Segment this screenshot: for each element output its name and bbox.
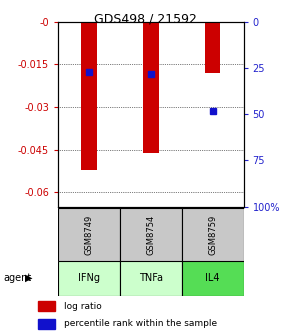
Bar bbox=[58, 261, 120, 296]
Text: IFNg: IFNg bbox=[78, 273, 100, 283]
Text: GSM8749: GSM8749 bbox=[84, 214, 93, 255]
Bar bbox=[182, 261, 244, 296]
Bar bbox=[182, 208, 244, 261]
Text: GDS498 / 21592: GDS498 / 21592 bbox=[94, 13, 196, 26]
Bar bbox=[58, 208, 120, 261]
Text: IL4: IL4 bbox=[205, 273, 220, 283]
Bar bbox=[38, 301, 55, 311]
Bar bbox=[143, 22, 159, 153]
Text: GSM8754: GSM8754 bbox=[146, 214, 155, 255]
Bar bbox=[38, 319, 55, 329]
Bar bbox=[120, 261, 182, 296]
Text: GSM8759: GSM8759 bbox=[208, 214, 217, 255]
Bar bbox=[81, 22, 97, 170]
Text: TNFa: TNFa bbox=[139, 273, 163, 283]
Text: agent: agent bbox=[3, 273, 31, 283]
Text: ▶: ▶ bbox=[25, 273, 32, 283]
Text: log ratio: log ratio bbox=[64, 302, 102, 311]
Bar bbox=[120, 208, 182, 261]
Bar bbox=[205, 22, 220, 73]
Text: percentile rank within the sample: percentile rank within the sample bbox=[64, 320, 217, 328]
